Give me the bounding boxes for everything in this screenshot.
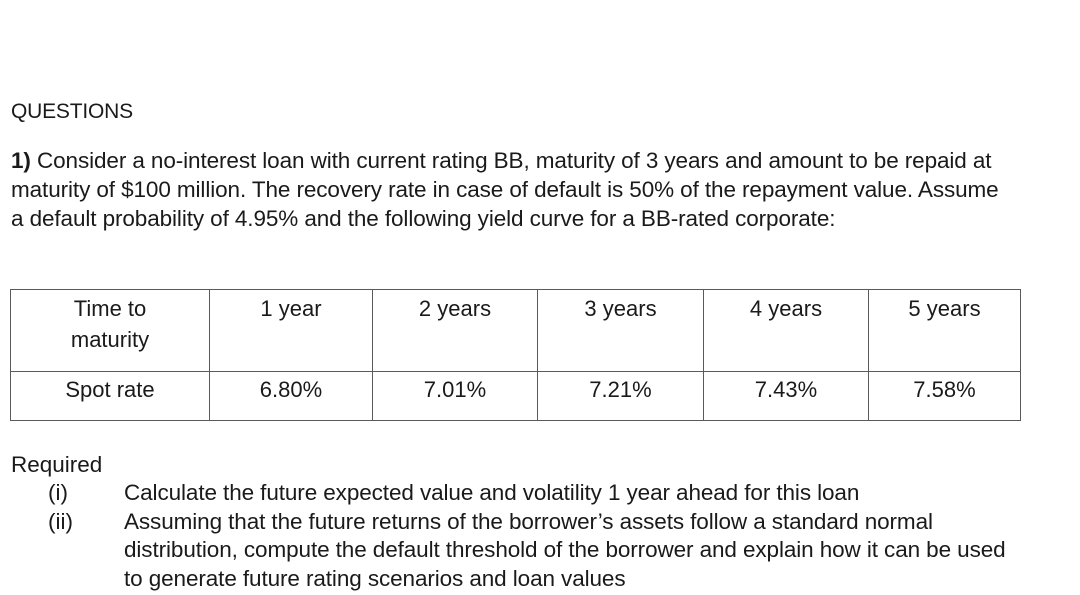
maturity-5-years: 5 years: [868, 289, 1021, 372]
spot-rate-3-years: 7.21%: [537, 371, 704, 421]
section-heading: QUESTIONS: [11, 100, 133, 123]
question-number: 1): [11, 148, 31, 173]
spot-rate-row: Spot rate 6.80% 7.01% 7.21% 7.43% 7.58%: [10, 371, 1021, 421]
yield-curve-table: Time to maturity 1 year 2 years 3 years 4…: [10, 289, 1021, 421]
question-1-text: 1) Consider a no-interest loan with curr…: [11, 146, 1011, 233]
spot-rate-1-year: 6.80%: [209, 371, 373, 421]
maturity-4-years: 4 years: [703, 289, 869, 372]
item-text: Calculate the future expected value and …: [124, 480, 860, 505]
required-item: (i) Calculate the future expected value …: [0, 479, 1080, 508]
item-text: Assuming that the future returns of the …: [124, 508, 1006, 591]
spot-rate-4-years: 7.43%: [703, 371, 869, 421]
table-header-row: Time to maturity 1 year 2 years 3 years 4…: [10, 289, 1021, 372]
required-item: (ii) Assuming that the future returns of…: [0, 508, 1080, 594]
item-marker: (i): [48, 480, 68, 505]
time-to-maturity-label: Time to maturity: [10, 289, 210, 372]
maturity-1-year: 1 year: [209, 289, 373, 372]
maturity-2-years: 2 years: [372, 289, 538, 372]
question-body: Consider a no-interest loan with current…: [11, 148, 999, 231]
spot-rate-5-years: 7.58%: [868, 371, 1021, 421]
required-heading: Required: [11, 452, 103, 477]
required-list: (i) Calculate the future expected value …: [0, 479, 1080, 593]
maturity-3-years: 3 years: [537, 289, 704, 372]
item-marker: (ii): [48, 508, 73, 534]
spot-rate-2-years: 7.01%: [372, 371, 538, 421]
spot-rate-label: Spot rate: [10, 371, 210, 421]
